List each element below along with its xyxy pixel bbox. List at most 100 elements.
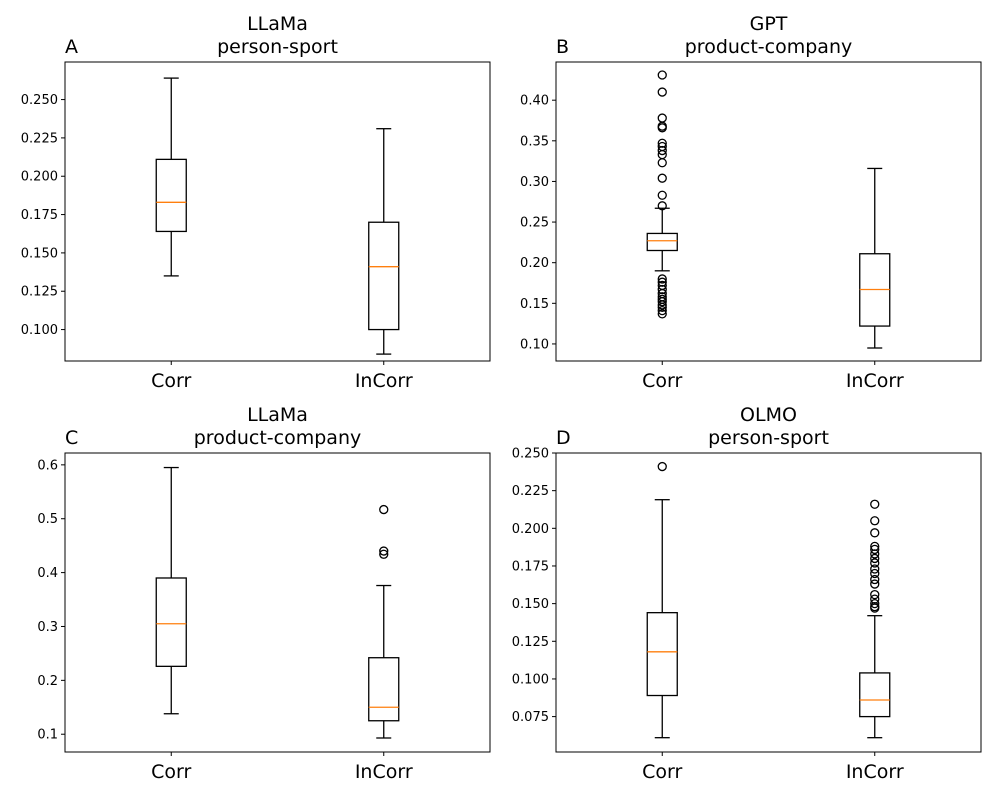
box-corr	[155, 466, 187, 715]
outlier-point	[379, 504, 389, 515]
y-tick-label: 0.3	[37, 620, 58, 635]
iqr-box	[646, 612, 678, 697]
chart-title-relation: person-sport	[708, 427, 829, 449]
iqr-box	[859, 672, 891, 718]
y-tick-label: 0.250	[21, 93, 58, 108]
outlier-point	[657, 274, 667, 284]
outlier-point	[870, 553, 880, 564]
x-tick-label: InCorr	[355, 761, 413, 783]
outlier-point	[657, 305, 667, 316]
outlier-point	[657, 123, 667, 133]
chart-title-model: LLaMa	[247, 13, 308, 35]
outlier-point	[870, 564, 880, 574]
outlier-point	[870, 528, 880, 538]
outlier-point	[657, 302, 667, 313]
outlier-point	[657, 158, 667, 168]
y-tick-label: 0.30	[520, 175, 549, 190]
outlier-point	[657, 297, 667, 307]
outlier-point	[657, 70, 667, 80]
outlier-point	[870, 579, 880, 589]
y-tick-label: 0.25	[520, 216, 549, 231]
y-tick-label: 0.35	[520, 134, 549, 149]
y-tick-label: 0.200	[512, 522, 549, 537]
iqr-box	[646, 232, 678, 252]
panel-label: D	[556, 427, 571, 449]
y-tick-label: 0.225	[512, 484, 549, 499]
x-tick-label: Corr	[151, 761, 191, 783]
outlier-point	[870, 568, 880, 579]
x-tick-label: Corr	[151, 370, 191, 392]
box-incorr	[859, 499, 891, 739]
y-tick-label: 0.100	[21, 323, 58, 338]
chart-title-model: OLMO	[740, 404, 797, 426]
outlier-point	[870, 598, 880, 609]
outlier-point	[657, 87, 667, 97]
y-tick-label: 0.250	[512, 447, 549, 462]
y-tick-label: 0.4	[37, 566, 58, 581]
outlier-point	[657, 284, 667, 295]
box-corr	[155, 77, 187, 277]
plot-frame	[64, 452, 491, 753]
panel-label: C	[65, 427, 78, 449]
y-tick-label: 0.175	[512, 559, 549, 574]
outlier-point	[870, 574, 880, 585]
outlier-point	[657, 190, 667, 200]
y-tick-label: 0.175	[21, 208, 58, 223]
box-incorr	[368, 128, 400, 355]
outlier-point	[870, 603, 880, 613]
outlier-point	[657, 277, 667, 287]
y-tick-label: 0.1	[37, 728, 58, 743]
y-tick-label: 0.125	[21, 285, 58, 300]
y-tick-label: 0.10	[520, 337, 549, 352]
outlier-point	[870, 549, 880, 559]
outlier-point	[379, 546, 389, 556]
x-tick-label: InCorr	[846, 761, 904, 783]
box-incorr	[859, 167, 891, 349]
x-tick-label: InCorr	[355, 370, 413, 392]
x-tick-label: Corr	[642, 761, 682, 783]
y-tick-label: 0.125	[512, 635, 549, 650]
outlier-point	[657, 461, 667, 472]
outlier-point	[657, 300, 667, 310]
panel-label: A	[65, 36, 78, 58]
plot-frame	[64, 61, 491, 362]
y-tick-label: 0.200	[21, 170, 58, 185]
box-incorr	[368, 504, 400, 739]
y-tick-label: 0.150	[512, 597, 549, 612]
chart-title-model: GPT	[750, 13, 788, 35]
y-tick-label: 0.150	[21, 246, 58, 261]
outlier-point	[870, 558, 880, 568]
y-tick-label: 0.15	[520, 297, 549, 312]
chart-title-relation: product-company	[194, 427, 362, 449]
outlier-point	[870, 544, 880, 555]
outlier-point	[657, 173, 667, 183]
iqr-box	[368, 657, 400, 722]
box-corr	[646, 70, 678, 319]
box-corr	[646, 461, 678, 739]
outlier-point	[379, 549, 389, 559]
outlier-point	[657, 145, 667, 156]
x-tick-label: InCorr	[846, 370, 904, 392]
chart-title-relation: product-company	[685, 36, 853, 58]
outlier-point	[870, 516, 880, 526]
iqr-box	[368, 221, 400, 331]
y-tick-label: 0.6	[37, 458, 58, 473]
outlier-point	[657, 138, 667, 148]
chart-title-relation: person-sport	[217, 36, 338, 58]
y-tick-label: 0.100	[512, 672, 549, 687]
panel-label: B	[556, 36, 569, 58]
outlier-point	[870, 499, 880, 509]
outlier-point	[657, 113, 667, 123]
outlier-point	[657, 309, 667, 319]
plot-frame	[555, 452, 982, 753]
y-tick-label: 0.2	[37, 674, 58, 689]
outlier-point	[870, 589, 880, 600]
y-tick-label: 0.075	[512, 710, 549, 725]
y-tick-label: 0.40	[520, 94, 549, 109]
outlier-point	[657, 201, 667, 211]
